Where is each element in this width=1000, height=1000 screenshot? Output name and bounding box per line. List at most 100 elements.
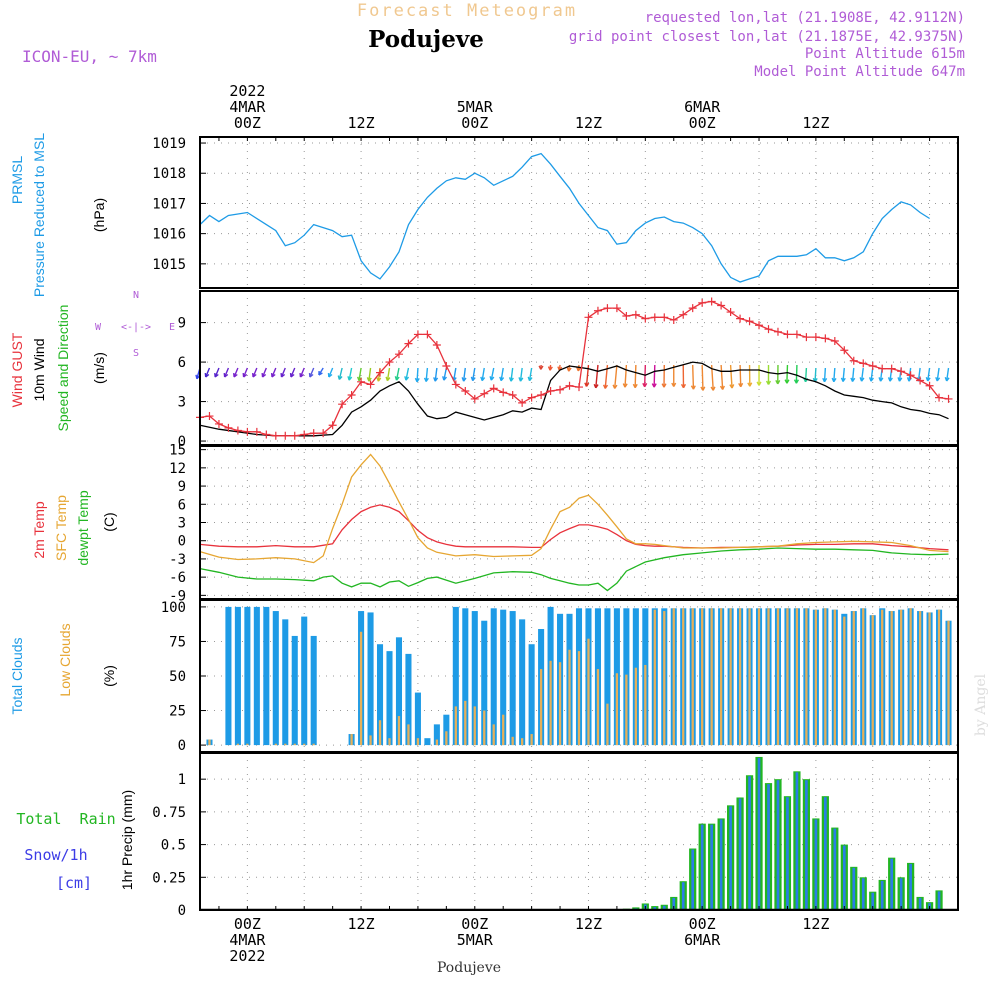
wind-gust-marker (897, 367, 906, 376)
low-cloud-bar (293, 743, 296, 746)
wind-arrow-head (775, 380, 781, 385)
total-cloud-bar (490, 608, 497, 746)
location-title: Podujeve (368, 26, 484, 53)
wind-gust-marker (205, 412, 214, 421)
wind-arrow-head (747, 382, 753, 387)
wind-gust-marker (717, 301, 726, 310)
wind-gust-marker (916, 376, 925, 385)
low-cloud-bar (445, 731, 448, 746)
wind-arrow (510, 367, 514, 382)
rain-bar-core (672, 897, 676, 910)
wind-arrow (936, 367, 940, 382)
wind-arrow (358, 367, 362, 381)
wind-gust-marker (233, 426, 242, 435)
wind-gust-marker (385, 358, 394, 367)
wind-gust-marker (764, 325, 773, 334)
low-cloud-bar (369, 735, 372, 746)
low-cloud-bar (416, 738, 420, 746)
precip-label-cm: [cm] (56, 874, 92, 892)
wind-gust-marker (508, 390, 517, 399)
wind-arrow-head (233, 372, 238, 378)
wind-arrow (472, 367, 476, 381)
total-cloud-bar (367, 612, 374, 746)
wind-arrow (814, 367, 817, 382)
total-cloud-bar (414, 692, 421, 746)
y-tick-label: 0.25 (152, 870, 186, 886)
wind-arrow (823, 367, 827, 382)
wind-arrow (643, 364, 647, 387)
wind-gust-marker (631, 310, 640, 319)
wind-arrow-head (480, 376, 486, 382)
rain-bar-core (890, 858, 894, 910)
y-tick-label: 0 (178, 903, 186, 919)
axis-labels: 101510161017101810190369-9-6-30369121502… (152, 82, 829, 965)
low-cloud-bar (701, 608, 704, 746)
low-cloud-bar (530, 734, 533, 746)
y-tick-label: 1016 (152, 227, 186, 243)
wind-gust-marker (262, 430, 271, 439)
rain-bar-core (842, 845, 846, 910)
pressure-line (199, 152, 930, 283)
wind-arrow (653, 364, 656, 388)
wind-gust-marker (565, 381, 574, 390)
wind-arrow-head (690, 385, 696, 390)
wind-gust-marker (641, 314, 650, 323)
wind-arrow-head (347, 376, 353, 381)
low-cloud-bar (587, 638, 590, 746)
total-cloud-bar (291, 635, 298, 746)
precip-label-rain: Total Rain (16, 810, 115, 828)
panel-frames (199, 136, 959, 911)
time-label-top: 12Z (802, 114, 829, 132)
total-cloud-bar (462, 608, 469, 746)
wind-arrow (528, 367, 533, 381)
total-cloud-bar (424, 738, 431, 746)
total-cloud-bar (481, 620, 488, 746)
low-cloud-bar (236, 743, 240, 746)
rain-bar-core (824, 797, 827, 910)
rain-bar-core (871, 892, 875, 910)
wind-gust-marker (252, 427, 261, 436)
low-cloud-bar (435, 739, 439, 746)
wind-arrow-head (470, 376, 476, 382)
low-cloud-bar (682, 608, 685, 746)
rain-bar-core (786, 797, 789, 910)
low-cloud-bar (502, 714, 505, 746)
wind-gust-marker (792, 330, 801, 339)
wind-arrow-head (518, 377, 524, 382)
wind-gust-marker (660, 313, 669, 322)
low-cloud-bar (644, 664, 647, 746)
low-cloud-bar (814, 609, 818, 746)
wind-arrow (519, 367, 523, 382)
wind-arrow-head (576, 366, 582, 372)
total-cloud-bar (433, 724, 440, 746)
watermark: by Angel (973, 673, 989, 736)
wind-gust-marker (328, 421, 337, 430)
rain-bar-core (861, 878, 865, 910)
wind-arrow-head (935, 376, 941, 382)
wind-arrow-head (414, 377, 420, 383)
temperature-line (199, 504, 949, 551)
wind-arrow (328, 367, 334, 378)
total-cloud-bar (500, 609, 507, 746)
low-cloud-bar (862, 608, 865, 746)
wind-arrow-head (822, 377, 828, 383)
time-label-bottom: 2022 (229, 947, 265, 965)
wind-gust-marker (745, 317, 754, 326)
rain-bar-core (852, 867, 856, 910)
wind-gust-marker (849, 356, 858, 365)
wind-arrow (462, 367, 466, 382)
low-cloud-bar (208, 739, 211, 746)
precip-label-snow: Snow/1h (24, 846, 87, 864)
wind-label-gust: Wind GUST (9, 332, 25, 407)
low-cloud-bar (549, 660, 552, 746)
wind-gust-marker (309, 429, 318, 438)
wind-arrow-head (280, 372, 286, 378)
y-tick-label: -9 (169, 588, 186, 604)
clouds-label-total: Total Clouds (9, 637, 25, 714)
time-label-top: 00Z (461, 114, 488, 132)
wind-arrow (242, 367, 249, 378)
wind-arrow-head (897, 377, 903, 382)
rain-bar-core (899, 878, 903, 910)
time-label-bottom: 12Z (802, 915, 829, 933)
low-cloud-bar (464, 700, 467, 746)
